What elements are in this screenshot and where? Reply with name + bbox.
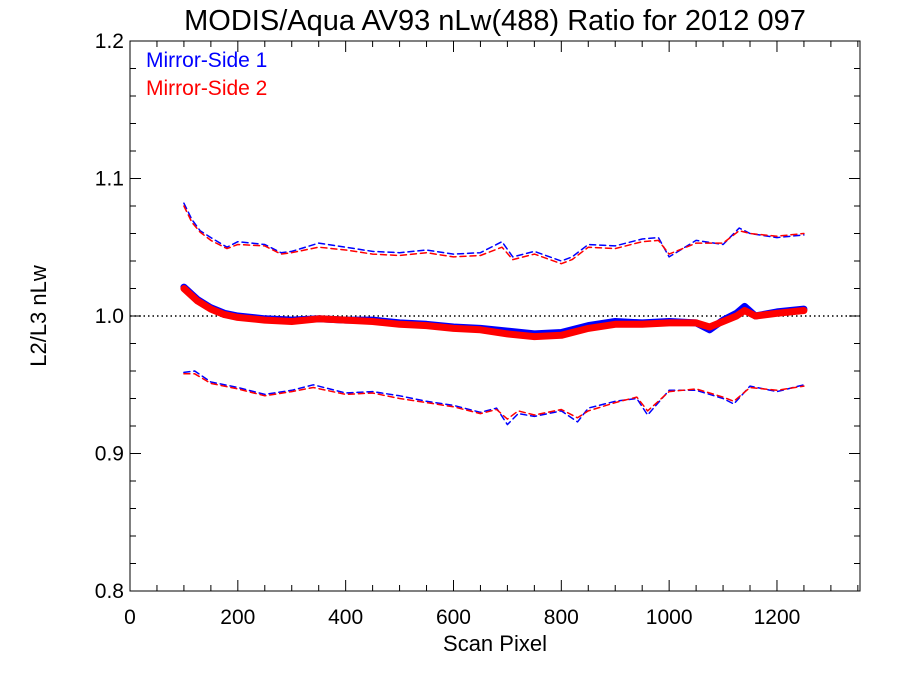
x-tick-label: 200: [220, 606, 255, 629]
y-tick-label: 1.1: [95, 168, 124, 191]
series-ms2-lower-line: [183, 373, 805, 420]
series-ms2-mean-line: [180, 285, 808, 341]
x-tick-labels: 0 200 400 600 800 1000 1200: [124, 606, 800, 629]
ticks-layer: [129, 40, 860, 592]
y-axis-label: L2/L3 nLw: [26, 265, 51, 367]
series-ms1-lower-line: [183, 370, 805, 426]
y-tick-labels: 0.8 0.9 1.0 1.1 1.2: [95, 30, 124, 603]
y-tick-label: 0.8: [95, 580, 124, 603]
series-ms1-upper-line: [183, 202, 805, 262]
x-tick-label: 400: [328, 606, 363, 629]
x-tick-label: 1200: [754, 606, 801, 629]
plot-area: [129, 40, 861, 592]
series-layer: [180, 202, 808, 426]
legend: Mirror-Side 1 Mirror-Side 2: [146, 49, 267, 100]
y-tick-label: 0.9: [95, 443, 124, 466]
y-tick-label: 1.2: [95, 30, 124, 53]
y-tick-label: 1.0: [95, 305, 124, 328]
legend-entry-ms2: Mirror-Side 2: [146, 77, 267, 100]
chart-title: MODIS/Aqua AV93 nLw(488) Ratio for 2012 …: [184, 5, 806, 37]
x-axis-label: Scan Pixel: [443, 631, 547, 656]
x-tick-label: 0: [124, 606, 136, 629]
legend-entry-ms1: Mirror-Side 1: [146, 49, 267, 72]
x-tick-label: 800: [544, 606, 579, 629]
series-ms2-upper-line: [183, 205, 805, 265]
x-tick-label: 1000: [646, 606, 693, 629]
x-tick-label: 600: [436, 606, 471, 629]
